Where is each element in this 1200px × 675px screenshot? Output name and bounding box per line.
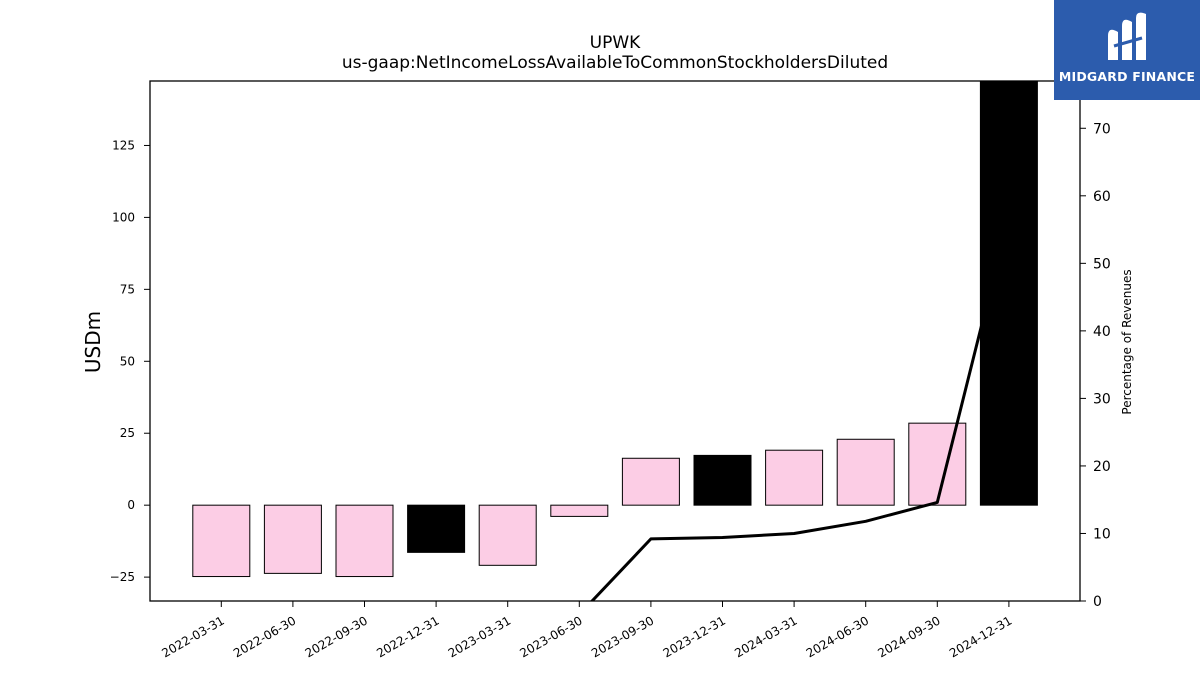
y-tick-label: 75: [120, 282, 135, 296]
y-tick-label: 25: [120, 426, 135, 440]
plot-area: −25 0 25 50 75 100 125 0 10 20 30 40 50 60 70 2022-03-3…: [110, 80, 1111, 660]
y-tick-label: 100: [112, 210, 135, 224]
y2-tick-label: 10: [1093, 526, 1111, 542]
plot-marks: [192, 81, 1038, 601]
x-tick-label: 2024-03-31: [732, 613, 799, 660]
x-tick-label: 2023-09-30: [589, 613, 656, 660]
y2-tick-label: 40: [1093, 324, 1111, 340]
bar-2023-09-30: [621, 457, 680, 506]
bar-2022-06-30: [263, 504, 322, 574]
y-tick-label: 125: [112, 138, 135, 152]
bar-2024-06-30: [836, 438, 895, 506]
bar-2022-03-31: [192, 504, 251, 578]
y2-tick-label: 60: [1093, 189, 1111, 205]
y2-tick-label: 50: [1093, 256, 1111, 272]
chart-title: UPWK: [590, 33, 642, 53]
logo-badge: MIDGARD FINANCE: [1054, 0, 1200, 100]
y2-axis-label: Percentage of Revenues: [1120, 269, 1134, 414]
bar-2023-12-31: [693, 454, 752, 506]
bar-2023-06-30: [550, 504, 609, 517]
y2-tick-label: 0: [1093, 594, 1102, 610]
midgard-logo-icon: [1108, 12, 1146, 61]
bar-2024-03-31: [765, 449, 824, 506]
plot-frame: [149, 80, 1081, 602]
line-percentage-of-revenues: [590, 215, 1011, 601]
x-tick-label: 2024-12-31: [947, 613, 1014, 660]
bar-2022-09-30: [335, 504, 394, 578]
y2-tick-label: 70: [1093, 121, 1111, 137]
x-tick-label: 2022-09-30: [303, 613, 370, 660]
y2-tick-label: 20: [1093, 459, 1111, 475]
x-tick-label: 2023-03-31: [446, 613, 513, 660]
x-tick-label: 2022-03-31: [159, 613, 226, 660]
y-tick-label: 0: [127, 498, 135, 512]
x-tick-label: 2022-06-30: [231, 613, 298, 660]
bar-2022-12-31: [407, 504, 466, 553]
x-tick-label: 2023-12-31: [661, 613, 728, 660]
x-tick-label: 2023-06-30: [517, 613, 584, 660]
y2-tick-label: 30: [1093, 391, 1111, 407]
logo-text: MIDGARD FINANCE: [1058, 69, 1196, 84]
chart-subtitle: us-gaap:NetIncomeLossAvailableToCommonSt…: [342, 53, 888, 73]
x-tick-label: 2024-06-30: [804, 613, 871, 660]
y-tick-label: −25: [110, 570, 135, 584]
x-tick-label: 2022-12-31: [374, 613, 441, 660]
y-tick-label: 50: [120, 354, 135, 368]
bar-2023-03-31: [478, 504, 537, 566]
x-tick-label: 2024-09-30: [875, 613, 942, 660]
bar-2024-09-30: [908, 422, 967, 506]
y-axis-label: USDm: [81, 311, 105, 373]
